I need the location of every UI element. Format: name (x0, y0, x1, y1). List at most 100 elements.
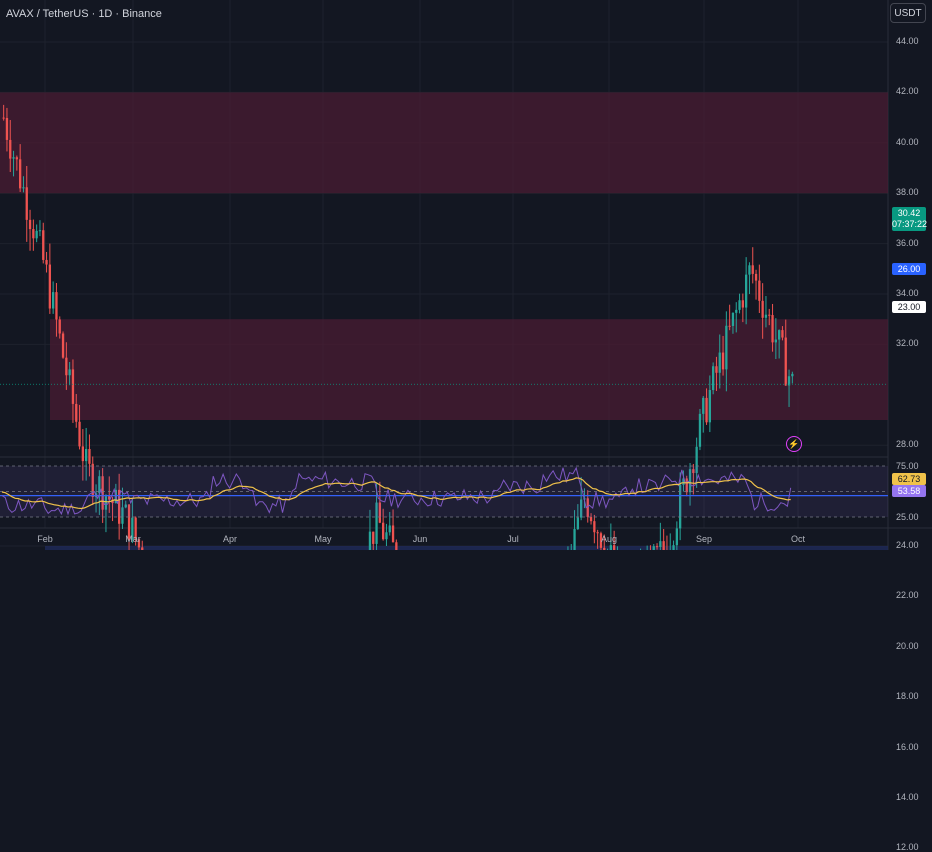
candle-body (9, 139, 12, 159)
level-badge-upper: 26.00 (892, 263, 926, 275)
candle-body (738, 300, 741, 310)
candle-body (695, 446, 698, 474)
candle-body (378, 502, 382, 523)
candle-body (576, 517, 580, 530)
candle-body (141, 547, 144, 550)
chart-canvas[interactable] (0, 0, 932, 550)
candle-body (672, 545, 675, 550)
candle-body (134, 517, 137, 540)
candle-body (388, 525, 391, 533)
candle-body (698, 413, 702, 447)
candle-body (51, 292, 55, 309)
candle-body (774, 339, 778, 343)
candle-body (655, 546, 659, 548)
candle-body (688, 469, 692, 493)
price-tick: 16.00 (896, 741, 919, 752)
candle-body (391, 525, 395, 543)
candle-body (705, 397, 708, 423)
candle-body (18, 159, 22, 189)
price-tick: 20.00 (896, 640, 919, 651)
time-tick: Feb (37, 534, 53, 544)
candle-body (104, 496, 108, 510)
candle-body (124, 504, 127, 508)
countdown-timer: 07:37:22 (892, 219, 928, 229)
candle-body (385, 532, 388, 540)
rsi-ma-badge: 62.73 (892, 473, 926, 485)
price-tick: 42.00 (896, 86, 919, 97)
candle-body (32, 229, 35, 239)
candle-body (45, 259, 48, 265)
zone-resistance-upper (0, 92, 888, 194)
candle-body (768, 314, 771, 316)
candle-body (777, 330, 781, 340)
candle-body (15, 157, 19, 160)
candle-body (731, 312, 735, 326)
candle-body (131, 517, 134, 540)
price-tick: 34.00 (896, 288, 919, 298)
current-price-badge: 30.42 07:37:22 (892, 207, 928, 231)
price-tick: 22.00 (896, 590, 919, 601)
price-tick: 12.00 (896, 842, 919, 852)
currency-button[interactable]: USDT (890, 3, 926, 23)
candle-body (48, 264, 52, 309)
candle-body (68, 369, 71, 376)
candle-body (81, 446, 85, 462)
candle-body (88, 448, 91, 464)
horizontal-levels (0, 383, 888, 497)
time-tick: Mar (125, 534, 141, 544)
candle-body (121, 507, 124, 524)
candle-body (58, 319, 61, 334)
candle-body (2, 117, 5, 119)
time-tick: Jun (412, 534, 428, 544)
candle-body (78, 421, 81, 447)
candle-body (764, 314, 768, 318)
candle-body (741, 300, 745, 308)
price-tick: 40.00 (896, 136, 919, 147)
symbol-title: AVAX / TetherUS · 1D · Binance (6, 8, 162, 20)
current-price: 30.42 (897, 208, 921, 218)
candle-body (127, 504, 131, 540)
candle-body (711, 366, 715, 391)
candle-body (771, 315, 774, 343)
candle-body (754, 273, 758, 281)
candle-body (98, 476, 101, 494)
candle-body (84, 448, 88, 462)
candle-body (685, 478, 688, 493)
zone-support-upper (45, 546, 888, 550)
level-badge-lower: 23.00 (892, 301, 926, 313)
lightning-bolt-icon[interactable]: ⚡ (786, 436, 802, 452)
candle-body (735, 309, 738, 313)
candle-body (781, 330, 784, 338)
candle-body (659, 541, 662, 547)
candle-body (609, 545, 613, 550)
rsi-ma-line (1, 477, 791, 510)
rsi-value-badge: 53.58 (892, 485, 926, 497)
candle-body (71, 369, 75, 404)
candle-body (368, 531, 372, 550)
candle-body (751, 265, 754, 274)
price-tick: 32.00 (896, 338, 919, 349)
candle-body (108, 496, 111, 500)
candle-body (61, 333, 65, 358)
candle-body (579, 499, 583, 518)
price-tick: 44.00 (896, 36, 919, 46)
candle-body (12, 157, 15, 159)
candle-body (791, 373, 794, 377)
candle-body (395, 542, 398, 550)
candle-body (718, 352, 721, 373)
candle-body (55, 292, 58, 320)
candle-body (784, 337, 787, 386)
candle-body (787, 376, 791, 386)
candle-body (678, 484, 682, 529)
candle-body (744, 274, 748, 308)
candle-body (702, 397, 705, 414)
candle-body (675, 528, 679, 546)
candle-body (65, 357, 68, 376)
candle-body (596, 532, 599, 534)
candle-body (692, 469, 695, 474)
rsi-line (1, 466, 792, 516)
time-tick: Oct (790, 534, 806, 544)
candle-body (117, 489, 121, 524)
rsi-upper-tick: 75.00 (896, 461, 919, 471)
candle-body (599, 533, 603, 548)
